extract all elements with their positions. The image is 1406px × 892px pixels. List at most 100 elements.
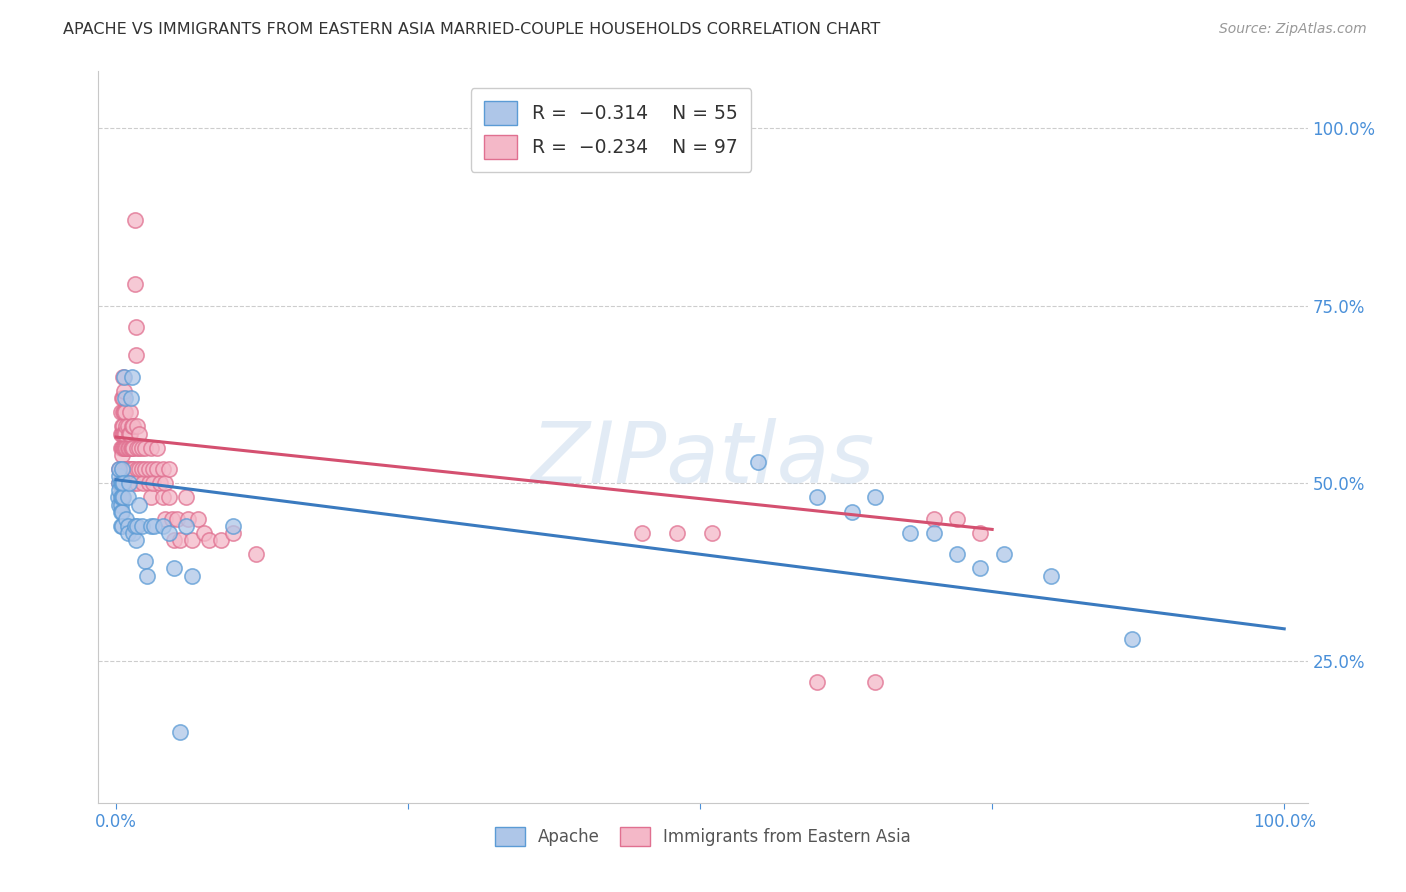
Point [110,498,132,512]
Point [111,426,134,441]
Point [157,462,180,476]
Point [118,426,141,441]
Point [132,476,155,491]
Point [187,512,209,526]
Point [115,512,138,526]
Point [128,426,150,441]
Point [198,533,221,547]
Point [117,441,139,455]
Point [245,547,267,561]
Point [131,519,153,533]
Point [160,512,183,526]
Point [111,462,134,476]
Point [108,483,131,498]
Point [111,505,134,519]
Point [111,419,134,434]
Point [114,405,136,419]
Point [118,441,141,455]
Point [747,455,769,469]
Point [166,512,188,526]
Point [153,512,176,526]
Point [139,491,162,505]
Point [118,426,141,441]
Point [118,405,141,419]
Point [665,525,688,540]
Point [152,462,174,476]
Point [180,533,202,547]
Point [143,519,166,533]
Text: ZIPatlas: ZIPatlas [531,417,875,500]
Point [122,441,145,455]
Point [157,491,180,505]
Point [115,419,138,434]
Point [117,419,139,434]
Point [121,441,143,455]
Point [118,462,141,476]
Point [110,426,132,441]
Point [111,476,134,491]
Point [131,462,153,476]
Point [111,441,134,455]
Point [111,476,134,491]
Point [125,348,148,362]
Point [841,505,863,519]
Point [108,476,131,491]
Point [114,426,136,441]
Point [174,491,197,505]
Point [128,441,150,455]
Point [108,498,131,512]
Point [120,441,142,455]
Point [112,384,135,398]
Point [110,405,132,419]
Point [108,476,131,491]
Point [174,519,197,533]
Point [111,491,134,505]
Point [163,533,186,547]
Point [111,426,134,441]
Point [138,462,160,476]
Point [111,405,134,419]
Point [112,441,135,455]
Point [177,512,200,526]
Point [169,724,191,739]
Point [125,441,148,455]
Point [110,491,132,505]
Point [114,462,136,476]
Point [111,476,134,491]
Point [111,519,134,533]
Point [125,419,148,434]
Point [142,476,165,491]
Point [122,525,145,540]
Point [118,476,141,491]
Point [114,391,136,405]
Point [806,491,828,505]
Point [946,512,969,526]
Point [117,525,139,540]
Point [149,476,172,491]
Point [108,462,131,476]
Point [114,441,136,455]
Point [111,391,134,405]
Point [865,675,887,690]
Point [630,525,652,540]
Point [120,391,142,405]
Point [180,568,202,582]
Point [125,519,148,533]
Point [946,547,969,561]
Point [139,441,162,455]
Point [115,441,138,455]
Point [969,561,991,575]
Point [922,512,945,526]
Point [120,462,142,476]
Point [110,519,132,533]
Point [993,547,1015,561]
Point [117,491,139,505]
Point [134,441,156,455]
Point [222,525,245,540]
Point [122,476,145,491]
Point [111,491,134,505]
Point [152,491,174,505]
Point [112,405,135,419]
Point [124,277,146,292]
Point [131,441,153,455]
